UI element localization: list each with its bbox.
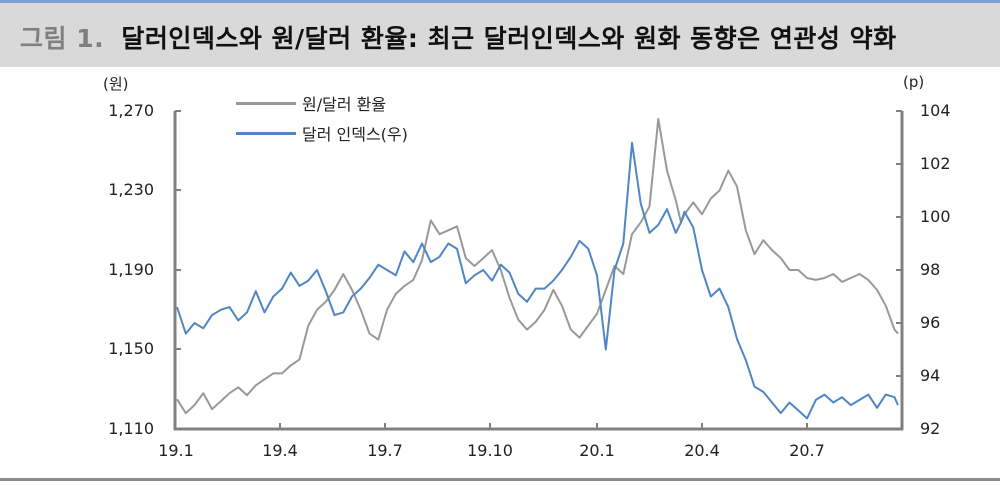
- bottom-rule: [0, 478, 1000, 481]
- figure-title-text: 달러인덱스와 원/달러 환율: 최근 달러인덱스와 원화 동향은 연관성 약화: [121, 24, 897, 53]
- right-axis-tick-label: 94: [920, 366, 941, 385]
- right-axis-tick-label: 100: [920, 207, 951, 226]
- legend-item-dxy: 달러 인덱스(우): [236, 118, 408, 148]
- x-axis-tick-label: 19.7: [367, 441, 403, 460]
- series-dollar-index-line: [176, 141, 899, 420]
- right-axis-unit: (p): [903, 73, 925, 91]
- x-axis-tick-label: 20.4: [684, 441, 720, 460]
- legend-label: 원/달러 환율: [302, 95, 387, 114]
- right-axis-tick-label: 104: [920, 101, 951, 120]
- left-axis-tick-label: 1,230: [108, 180, 154, 199]
- x-axis-tick-label: 20.7: [789, 441, 825, 460]
- left-axis-tick-label: 1,150: [108, 339, 154, 358]
- right-axis-tick-label: 96: [920, 313, 941, 332]
- legend-swatch-blue: [236, 131, 296, 135]
- legend: 원/달러 환율 달러 인덱스(우): [236, 88, 408, 148]
- x-axis-tick-label: 19.1: [158, 441, 194, 460]
- legend-label: 달러 인덱스(우): [302, 125, 408, 144]
- top-rule: [0, 0, 1000, 3]
- right-axis-tick-label: 92: [920, 419, 941, 438]
- right-axis-tick-label: 98: [920, 260, 941, 279]
- left-axis-tick-label: 1,190: [108, 260, 154, 279]
- left-axis-tick-label: 1,270: [108, 101, 154, 120]
- figure-number: 그림 1.: [20, 24, 105, 53]
- series-krw-usd-line: [176, 117, 899, 415]
- x-axis-tick-label: 20.1: [579, 441, 615, 460]
- title-bar: 그림 1. 달러인덱스와 원/달러 환율: 최근 달러인덱스와 원화 동향은 연…: [0, 3, 1000, 67]
- right-axis-tick-label: 102: [920, 154, 951, 173]
- left-axis-unit: (원): [103, 75, 129, 93]
- figure-title: 그림 1. 달러인덱스와 원/달러 환율: 최근 달러인덱스와 원화 동향은 연…: [20, 19, 897, 55]
- x-axis-tick-label: 19.4: [262, 441, 298, 460]
- legend-swatch-gray: [236, 101, 296, 105]
- legend-item-krw: 원/달러 환율: [236, 88, 408, 118]
- x-axis-tick-label: 19.10: [467, 441, 513, 460]
- left-axis-tick-label: 1,110: [108, 419, 154, 438]
